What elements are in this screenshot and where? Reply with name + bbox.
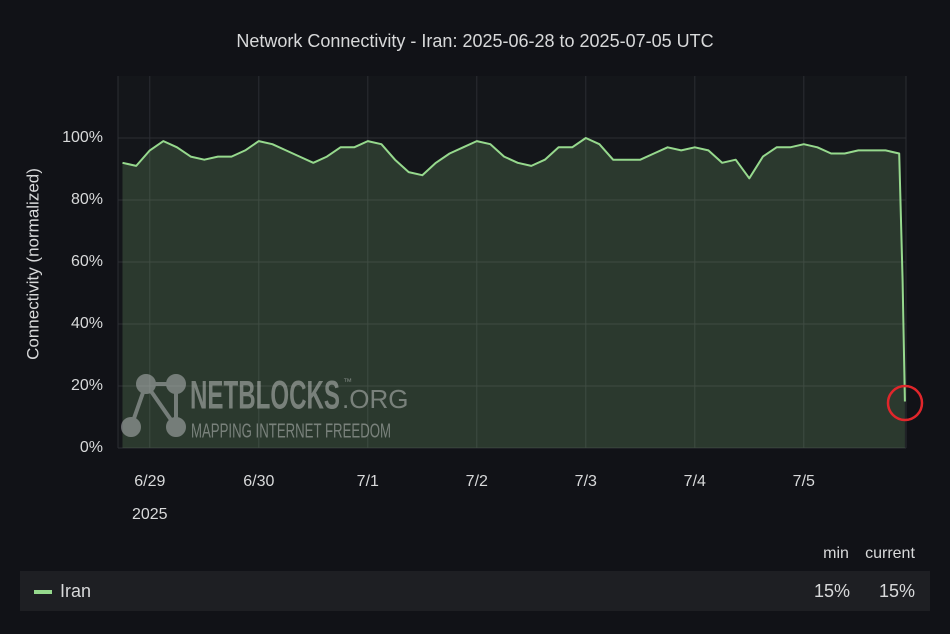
x-tick-label: 7/1: [357, 473, 379, 490]
x-tick-label: 7/5: [793, 473, 815, 490]
legend-value: 15%: [814, 581, 850, 601]
y-tick-label: 80%: [71, 191, 103, 208]
x-tick-label: 6/29: [134, 473, 165, 490]
legend-column-header: min: [823, 545, 849, 562]
legend-column-header: current: [865, 545, 915, 562]
series-area: [122, 138, 905, 448]
y-tick-label: 100%: [62, 129, 103, 146]
legend-swatch: [34, 590, 52, 594]
y-tick-label: 20%: [71, 377, 103, 394]
x-tick-label: 7/4: [684, 473, 706, 490]
x-tick-label: 7/2: [466, 473, 488, 490]
watermark-domain: .ORG: [342, 384, 408, 414]
chart-title: Network Connectivity - Iran: 2025-06-28 …: [236, 31, 713, 51]
x-tick-label: 6/30: [243, 473, 274, 490]
legend-label: Iran: [60, 581, 91, 601]
series-line: [122, 137, 906, 402]
highlight-circle: [886, 384, 924, 422]
y-axis-label: Connectivity (normalized): [23, 168, 42, 360]
legend-row: [20, 571, 930, 611]
watermark-logo: [121, 374, 186, 437]
y-tick-label: 60%: [71, 253, 103, 270]
x-year-label: 2025: [132, 506, 168, 523]
y-tick-label: 0%: [80, 439, 103, 456]
watermark: NETBLOCKS ™ .ORG MAPPING INTERNET FREEDO…: [121, 374, 408, 442]
watermark-tm: ™: [343, 376, 352, 386]
y-tick-label: 40%: [71, 315, 103, 332]
x-tick-label: 7/3: [575, 473, 597, 490]
watermark-tagline: MAPPING INTERNET FREEDOM: [191, 420, 391, 442]
watermark-brand: NETBLOCKS: [190, 374, 340, 418]
legend-value: 15%: [879, 581, 915, 601]
